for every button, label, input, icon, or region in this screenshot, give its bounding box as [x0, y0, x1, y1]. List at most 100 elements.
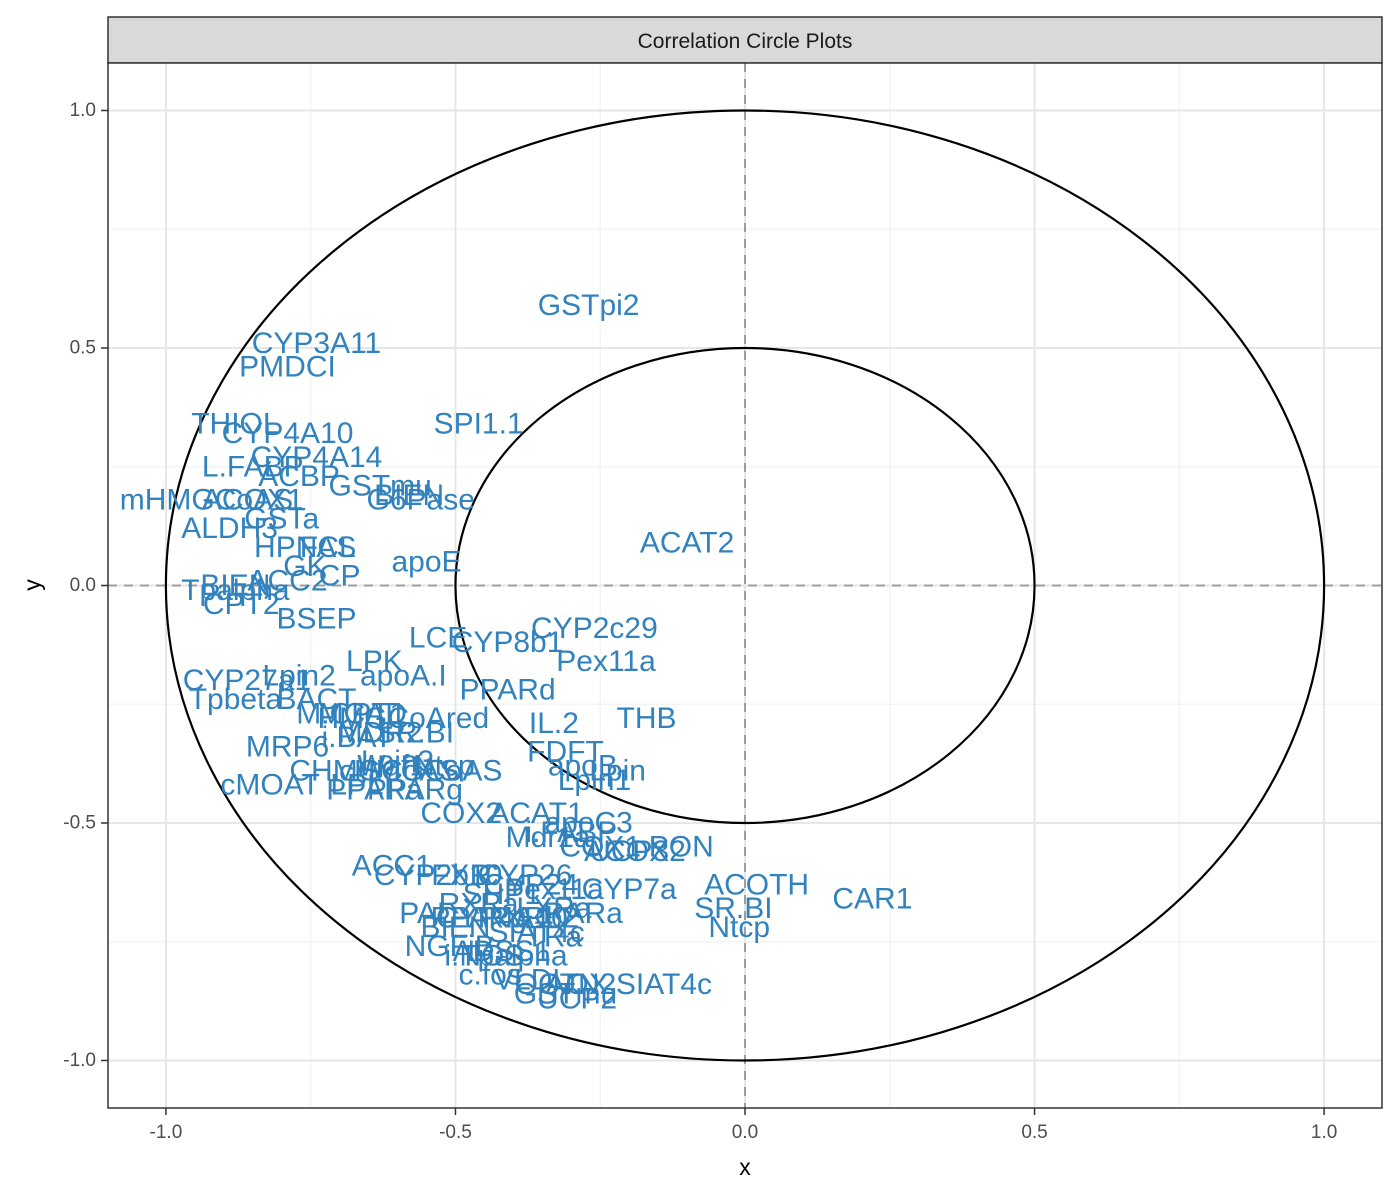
- variable-label: PAL: [399, 897, 453, 930]
- variable-label: CYP3A11: [252, 327, 382, 360]
- variable-label: apoE: [391, 545, 461, 578]
- variable-label: c.fos: [459, 959, 522, 992]
- variable-label: CYP2b10: [374, 859, 502, 892]
- variable-label: ACBP: [258, 460, 340, 493]
- variable-label: BIEN: [420, 911, 490, 944]
- variable-label: CYP8b1: [452, 626, 564, 659]
- variable-label: HPNCL: [254, 531, 356, 564]
- variable-label: RXRa: [439, 887, 519, 920]
- variable-label: CYP7a: [582, 873, 677, 906]
- variable-label: CHMGCoAS: [289, 754, 459, 787]
- variable-label: FXR: [431, 859, 491, 892]
- variable-label: SR.BI: [694, 892, 772, 925]
- variable-label: mHMGCoAS: [120, 484, 293, 517]
- x-tick-label: 0.5: [1021, 1122, 1047, 1143]
- variable-label: LCE: [409, 621, 467, 654]
- variable-label: HMGCoAred: [317, 702, 489, 735]
- variable-label: BIEN: [200, 569, 270, 602]
- y-tick-label: 1.0: [70, 100, 96, 121]
- x-axis-title: x: [739, 1154, 751, 1180]
- correlation-circle: [454, 346, 1036, 825]
- variable-label: Pex11a: [556, 645, 656, 678]
- variable-label: PPARa: [326, 773, 422, 806]
- facet-strip: [107, 16, 1383, 64]
- variable-label: CYP27a1: [183, 664, 311, 697]
- variable-label: apoB: [548, 750, 618, 783]
- variable-label: PPARg: [431, 902, 527, 935]
- variable-label: Ntcp: [708, 911, 770, 944]
- variable-label: i.FABP: [525, 816, 617, 849]
- variable-label: ACOX2: [584, 835, 686, 868]
- variable-label: Tpalpha: [459, 940, 568, 973]
- variable-label: PPARd: [459, 674, 555, 707]
- x-tick-label: 1.0: [1311, 1122, 1337, 1143]
- variable-label: RXRb2: [482, 902, 579, 935]
- variable-label: Lpin2: [262, 659, 335, 692]
- variable-label: PPARg: [367, 773, 463, 806]
- variable-label: Mdr1a: [506, 821, 591, 854]
- variable-label: Ntcp: [413, 750, 475, 783]
- variable-label: L.FABP: [202, 450, 304, 483]
- variable-label: cMOAT: [220, 769, 319, 802]
- variable-label: CAR1: [832, 883, 912, 916]
- x-tick-label: 0.0: [732, 1122, 758, 1143]
- variable-label: CYP4A10: [436, 902, 568, 935]
- correlation-circles: [164, 109, 1326, 1062]
- variable-label: BSEP: [276, 602, 356, 635]
- variable-label: GSTa: [244, 503, 319, 536]
- variable-label: THB: [617, 702, 677, 735]
- variable-label: UCP3: [589, 835, 669, 868]
- variable-label: BACT: [276, 683, 356, 716]
- variable-label: apoA.I: [360, 659, 447, 692]
- variable-label: LPK: [346, 645, 403, 678]
- correlation-circle: [164, 109, 1326, 1062]
- variable-label: TRa: [526, 921, 583, 954]
- y-tick-label: -0.5: [63, 813, 96, 834]
- variable-label: GK: [283, 550, 326, 583]
- variable-label: ACOX1: [202, 484, 304, 517]
- variable-label: CP: [319, 560, 361, 593]
- variable-label: RARa: [543, 897, 623, 930]
- variable-label: CYP4A14: [251, 441, 383, 474]
- variable-label: ALDH3: [181, 512, 278, 545]
- variable-label: MDR2: [338, 716, 423, 749]
- y-tick-label: -1.0: [63, 1050, 96, 1071]
- y-tick-label: 0.5: [70, 338, 96, 359]
- variable-label: Pex11a: [504, 873, 604, 906]
- variable-label: Tpalpha: [181, 574, 290, 607]
- variable-label: MCAD: [319, 697, 407, 730]
- variable-label: ACAT1: [489, 797, 583, 830]
- reference-lines: [108, 63, 1382, 1108]
- variable-label: ACC1: [352, 849, 432, 882]
- variable-label: ADSS1: [453, 935, 551, 968]
- variable-label: MRP6: [246, 731, 329, 764]
- x-axis: -1.0 -0.5 0.0 0.5 1.0: [150, 1108, 1337, 1143]
- variable-label: ACAT2: [640, 526, 734, 559]
- variable-label: SIAT4c: [488, 916, 584, 949]
- variable-label: PMDCI: [239, 351, 336, 384]
- variable-label: UCP2: [537, 982, 617, 1015]
- variable-label: VLDLr: [494, 963, 579, 996]
- variable-label: Tpbeta: [189, 683, 283, 716]
- variable-label: Lpin1: [558, 764, 631, 797]
- variable-label: SPI1.1: [434, 408, 524, 441]
- variable-label: CPT2: [203, 588, 280, 621]
- variable-label: FAS: [300, 531, 357, 564]
- variable-label: ACOTH: [704, 868, 809, 901]
- y-axis: -1.0 -0.5 0.0 0.5 1.0: [63, 100, 108, 1071]
- variable-label: i.BAT: [321, 721, 392, 754]
- variable-label: CYP2c29: [531, 612, 658, 645]
- variable-label: FDFT: [527, 735, 604, 768]
- variable-label: cHMGCoAS: [339, 754, 502, 787]
- variable-label: SHP1: [463, 878, 541, 911]
- variable-label: CYP4A10: [222, 417, 354, 450]
- variable-label: ACC2: [248, 564, 328, 597]
- variable-label: apoC3: [544, 807, 632, 840]
- variable-label: GSTpi2: [538, 289, 640, 322]
- variable-label: M.CPT1: [296, 697, 406, 730]
- variable-label: G6Pase: [367, 484, 475, 517]
- variable-label: PON: [649, 830, 714, 863]
- variable-label: Lpin3: [361, 745, 434, 778]
